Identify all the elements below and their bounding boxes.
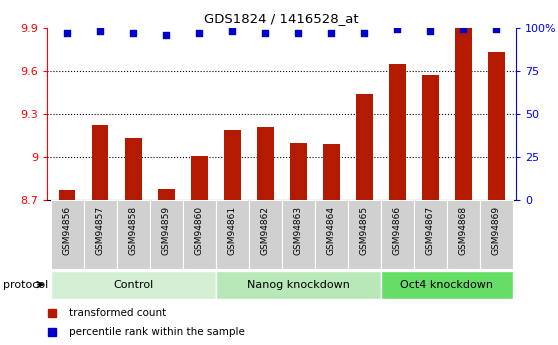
Bar (282, 200, 315, 269)
Bar (150, 200, 183, 269)
Text: Nanog knockdown: Nanog knockdown (247, 280, 350, 289)
Bar (51, 270, 216, 298)
Bar (323, 144, 340, 200)
Text: protocol: protocol (3, 280, 48, 289)
Text: GSM94859: GSM94859 (162, 206, 171, 255)
Text: GSM94860: GSM94860 (195, 206, 204, 255)
Text: GSM94865: GSM94865 (360, 206, 369, 255)
Point (492, 27, 501, 32)
Bar (216, 270, 381, 298)
Bar (183, 200, 216, 269)
Bar (158, 189, 175, 200)
Text: percentile rank within the sample: percentile rank within the sample (69, 327, 244, 337)
Point (393, 27, 402, 32)
Bar (315, 200, 348, 269)
Bar (348, 200, 381, 269)
Bar (356, 94, 373, 200)
Text: GSM94869: GSM94869 (492, 206, 501, 255)
Text: GSM94857: GSM94857 (96, 206, 105, 255)
Bar (290, 142, 306, 200)
Bar (59, 190, 75, 200)
Text: GSM94861: GSM94861 (228, 206, 237, 255)
Bar (224, 130, 240, 200)
Text: GSM94868: GSM94868 (459, 206, 468, 255)
Text: GSM94858: GSM94858 (129, 206, 138, 255)
Bar (84, 200, 117, 269)
Bar (191, 156, 208, 200)
Bar (455, 28, 472, 200)
Point (426, 28, 435, 34)
Point (459, 27, 468, 32)
Bar (422, 75, 439, 200)
Bar (249, 200, 282, 269)
Point (327, 30, 336, 36)
Point (228, 28, 237, 34)
Bar (488, 52, 504, 200)
Bar (414, 200, 447, 269)
Bar (389, 63, 406, 200)
Bar (381, 270, 513, 298)
Bar (117, 200, 150, 269)
Bar (216, 200, 249, 269)
Bar (447, 200, 480, 269)
Bar (51, 200, 84, 269)
Bar (480, 200, 513, 269)
Bar (257, 127, 273, 200)
Text: GSM94862: GSM94862 (261, 206, 270, 255)
Point (96, 28, 105, 34)
Text: Control: Control (113, 280, 153, 289)
Bar (92, 125, 108, 200)
Bar (125, 138, 142, 200)
Title: GDS1824 / 1416528_at: GDS1824 / 1416528_at (204, 12, 359, 25)
Point (261, 30, 270, 36)
Point (195, 30, 204, 36)
Text: GSM94867: GSM94867 (426, 206, 435, 255)
Point (129, 30, 138, 36)
Point (360, 30, 369, 36)
Point (62, 30, 71, 36)
Point (294, 30, 303, 36)
Text: GSM94863: GSM94863 (294, 206, 303, 255)
Text: transformed count: transformed count (69, 308, 166, 318)
Point (162, 32, 171, 37)
Text: Oct4 knockdown: Oct4 knockdown (400, 280, 493, 289)
Text: GSM94864: GSM94864 (327, 206, 336, 255)
Text: GSM94856: GSM94856 (62, 206, 72, 255)
Text: GSM94866: GSM94866 (393, 206, 402, 255)
Bar (381, 200, 414, 269)
